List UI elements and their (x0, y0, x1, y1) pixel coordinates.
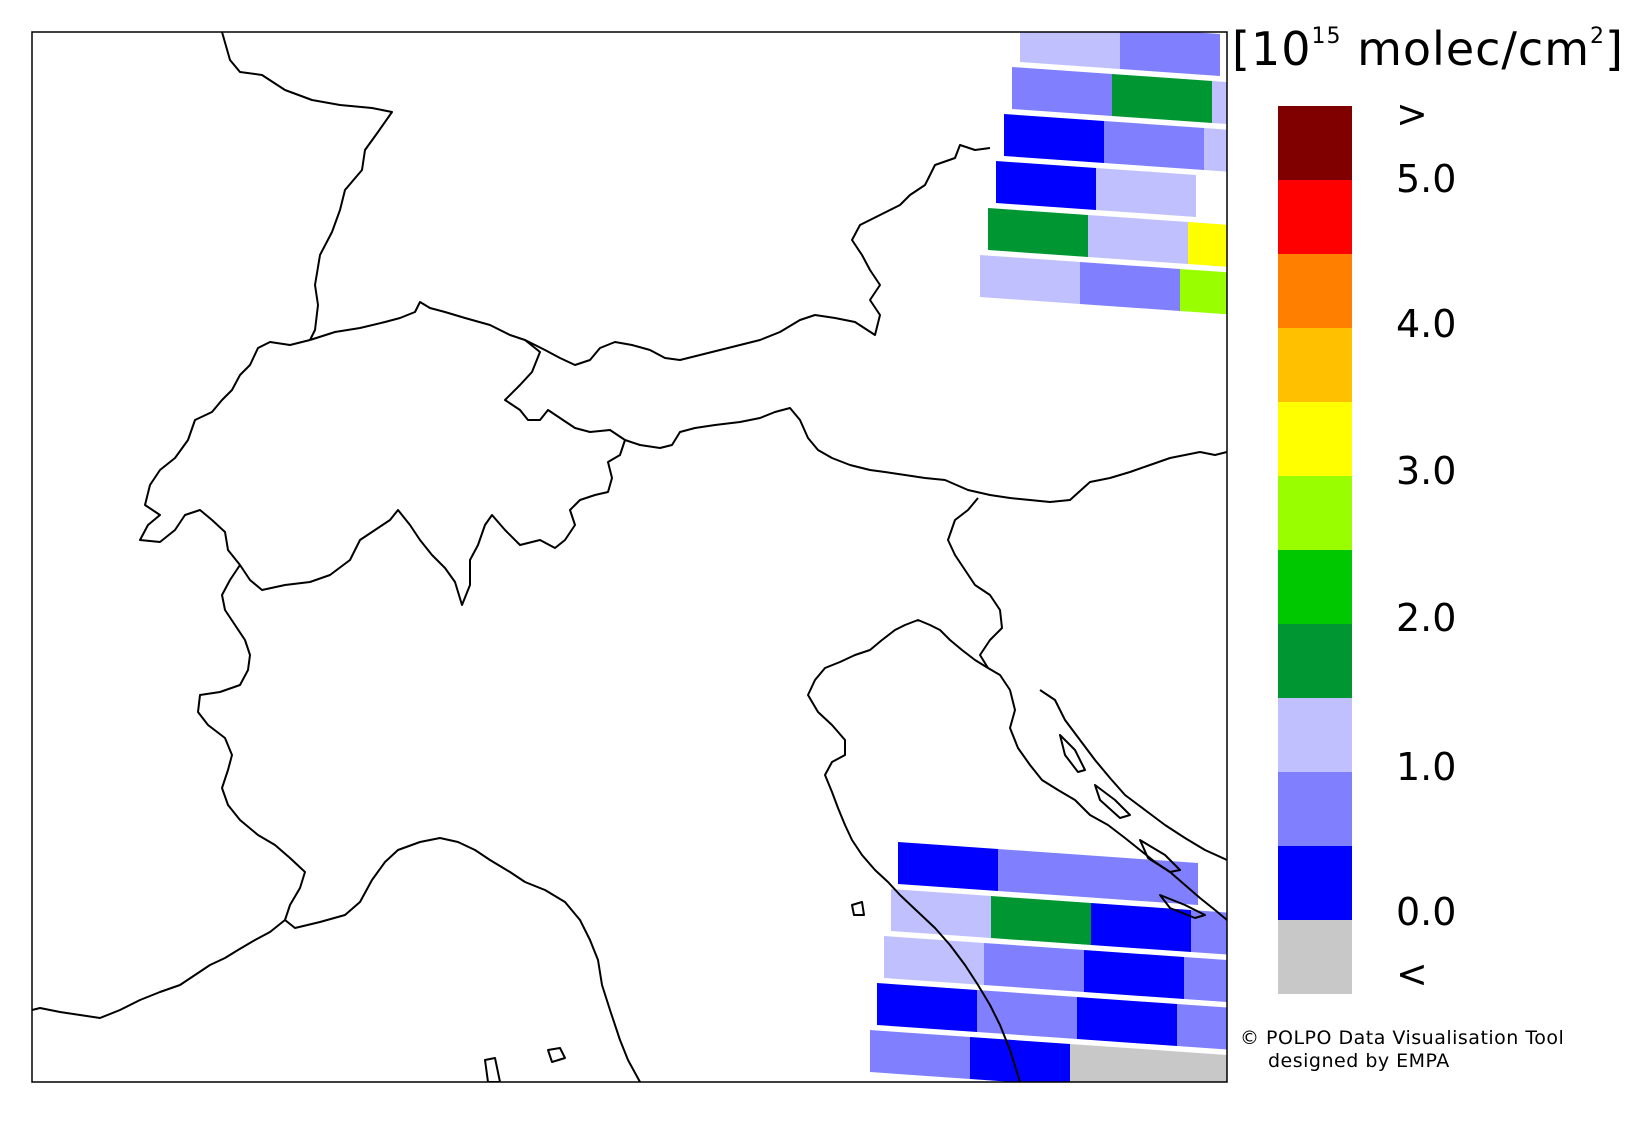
island-small (851, 901, 865, 916)
credit-line-2: designed by EMPA (1268, 1050, 1450, 1072)
unit-exponent: 15 (1311, 24, 1342, 49)
swath-south-pixel-4-3 (1170, 1051, 1227, 1082)
colorbar-bin-2 (1278, 254, 1352, 328)
swath-north-pixel-2-0 (1004, 114, 1104, 163)
border-italy-slovenia (947, 497, 1003, 669)
swath-north-pixel-4-2 (1188, 222, 1227, 267)
colorbar-over-label: > (1396, 92, 1428, 136)
swath-south-pixel-0-0 (898, 842, 998, 891)
colorbar-bin-0 (1278, 106, 1352, 180)
swath-north-pixel-3-0 (996, 161, 1096, 210)
satellite-swaths (870, 32, 1227, 1082)
map-border (31, 31, 1228, 1083)
coast-liguria (284, 837, 641, 1082)
coast-kvarner (1039, 689, 1227, 861)
colorbar-tick-1: 1.0 (1396, 745, 1457, 789)
island-4 (1159, 894, 1206, 919)
swath-south-pixel-0-2 (1098, 856, 1198, 905)
colorbar-under-label: < (1396, 952, 1428, 996)
swath-south-pixel-2-1 (984, 943, 1084, 992)
colorbar-tick-4: 4.0 (1396, 302, 1457, 346)
swath-north-pixel-5-1 (1080, 262, 1180, 311)
unit-bracket-open: [10 (1232, 22, 1312, 76)
colorbar-bin-11 (1278, 920, 1352, 994)
colorbar-bin-10 (1278, 846, 1352, 920)
swath-north-pixel-0-1 (1120, 32, 1220, 76)
island-1 (1059, 734, 1086, 773)
colorbar-bin-5 (1278, 476, 1352, 550)
swath-north-pixel-4-1 (1088, 215, 1188, 264)
credit-text: © POLPO Data Visualisation Tool designed… (1240, 1027, 1564, 1073)
swath-south-pixel-1-3 (1191, 910, 1227, 955)
island-2 (1094, 784, 1131, 819)
swath-south-pixel-4-0 (870, 1030, 970, 1079)
swath-south-pixel-0-1 (998, 849, 1098, 898)
unit-bracket-close: ] (1605, 22, 1624, 76)
swath-south-pixel-1-0 (891, 889, 991, 938)
border-france-italy (197, 564, 306, 921)
coast-croatia (987, 667, 1227, 921)
colorbar-bin-7 (1278, 624, 1352, 698)
swath-south-pixel-3-1 (977, 990, 1077, 1039)
swath-south-pixel-4-2 (1070, 1044, 1170, 1082)
border-austria-italy (624, 407, 1227, 503)
island-elba (547, 1047, 566, 1063)
swath-south-pixel-2-0 (884, 936, 984, 985)
colorbar-bin-4 (1278, 402, 1352, 476)
colorbar-bin-3 (1278, 328, 1352, 402)
swath-south-pixel-3-2 (1077, 997, 1177, 1046)
colorbar-bin-8 (1278, 698, 1352, 772)
swath-north-pixel-1-0 (1012, 67, 1112, 116)
coast-france-riviera (32, 919, 286, 1019)
colorbar-bin-9 (1278, 772, 1352, 846)
swath-north-pixel-2-1 (1104, 121, 1204, 170)
colorbar (1278, 106, 1352, 994)
colorbar-unit-label: [1015 molec/cm2] (1232, 22, 1624, 76)
island-3 (1139, 839, 1181, 873)
swath-south-pixel-2-3 (1184, 957, 1227, 1003)
coast-adriatic-italy (807, 619, 1021, 1082)
swath-south-pixel-1-1 (991, 896, 1091, 945)
swath-south-pixel-3-3 (1177, 1004, 1227, 1050)
credit-line-1: © POLPO Data Visualisation Tool (1240, 1027, 1565, 1049)
unit-squared: 2 (1590, 24, 1606, 49)
border-france-germany (221, 32, 393, 341)
swath-north-pixel-0-0 (1020, 32, 1120, 69)
border-germany-south (309, 144, 991, 366)
swath-north-pixel-2-2 (1204, 128, 1227, 172)
colorbar-tick-2: 2.0 (1396, 596, 1457, 640)
swath-north-pixel-1-2 (1212, 81, 1227, 125)
swath-south-pixel-3-0 (877, 983, 977, 1032)
swath-north-pixel-5-0 (980, 255, 1080, 304)
swath-north-pixel-5-2 (1180, 269, 1227, 315)
colorbar-tick-0: 0.0 (1396, 890, 1457, 934)
swath-south-pixel-4-1 (970, 1037, 1070, 1082)
border-switzerland (139, 339, 626, 606)
colorbar-tick-5: 5.0 (1396, 157, 1457, 201)
swath-north-pixel-3-1 (1096, 168, 1196, 217)
colorbar-bin-6 (1278, 550, 1352, 624)
swath-south-pixel-2-2 (1084, 950, 1184, 999)
swath-north-pixel-4-0 (988, 208, 1088, 257)
swath-north-pixel-1-1 (1112, 74, 1212, 123)
unit-text: molec/cm (1341, 22, 1591, 76)
colorbar-tick-3: 3.0 (1396, 449, 1457, 493)
border-lines (32, 32, 1227, 1082)
colorbar-bin-1 (1278, 180, 1352, 254)
swath-south-pixel-1-2 (1091, 903, 1191, 952)
island-corsica-tip (484, 1057, 501, 1082)
